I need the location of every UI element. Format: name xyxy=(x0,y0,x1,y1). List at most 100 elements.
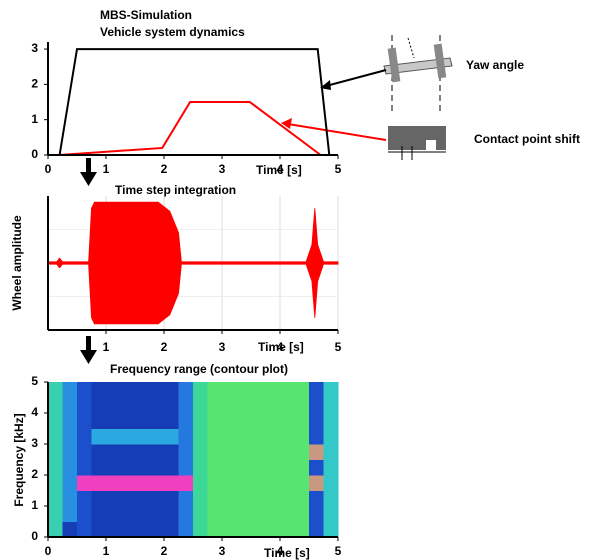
heat-cell xyxy=(222,459,237,476)
y-axis-label: Frequency [kHz] xyxy=(12,413,26,506)
heat-cell xyxy=(265,475,281,491)
heat-cell xyxy=(193,444,208,460)
heat-cell xyxy=(309,397,324,414)
heat-cell xyxy=(236,382,252,398)
heat-cell xyxy=(207,428,223,445)
chart-title: Frequency range (contour plot) xyxy=(110,362,288,376)
heat-cell xyxy=(265,459,281,476)
heat-cell xyxy=(265,444,281,460)
heat-cell xyxy=(106,397,121,414)
amplitude-envelope xyxy=(47,201,339,325)
heat-cell xyxy=(294,490,310,507)
heat-cell xyxy=(164,397,179,414)
heat-cell xyxy=(164,506,179,522)
heat-cell xyxy=(149,382,165,398)
heat-cell xyxy=(222,490,237,507)
heat-cell xyxy=(294,521,310,538)
heat-cell xyxy=(309,413,324,429)
heat-cell xyxy=(294,397,310,414)
heat-cell xyxy=(106,475,121,491)
heat-cell xyxy=(77,521,92,538)
x-tick-label: 1 xyxy=(103,544,110,558)
heat-cell xyxy=(106,444,121,460)
heat-cell xyxy=(193,397,208,414)
heat-cell xyxy=(91,521,107,538)
heat-cell xyxy=(106,506,121,522)
heat-cell xyxy=(207,459,223,476)
chart-heatmap: 0 1 2 3 4 5 0 1 2 3 4 5 Frequency range (contour plo… xyxy=(12,362,341,560)
heat-cell xyxy=(207,506,223,522)
y-tick-label: 2 xyxy=(31,77,38,91)
x-tick-label: 2 xyxy=(161,162,168,176)
heat-cell xyxy=(222,382,237,398)
heat-cell xyxy=(207,397,223,414)
heat-cell xyxy=(120,506,136,522)
heat-cell xyxy=(236,413,252,429)
heat-cell xyxy=(135,490,150,507)
y-tick-label: 4 xyxy=(31,405,38,419)
line-series xyxy=(58,48,331,156)
heat-cell xyxy=(62,475,78,491)
heat-cell xyxy=(149,475,165,491)
heat-cell xyxy=(309,382,324,398)
heat-cell xyxy=(77,397,92,414)
heat-cell xyxy=(91,475,107,491)
heat-cell xyxy=(280,428,295,445)
heat-cell xyxy=(251,382,266,398)
heat-cell xyxy=(236,397,252,414)
x-tick-label: 0 xyxy=(45,162,52,176)
heat-cell xyxy=(91,382,107,398)
heat-cell xyxy=(294,506,310,522)
heat-cell xyxy=(62,521,78,538)
heat-cell xyxy=(207,444,223,460)
y-tick-label: 3 xyxy=(31,436,38,450)
heat-cell xyxy=(77,444,92,460)
heat-cell xyxy=(135,397,150,414)
heat-cell xyxy=(207,475,223,491)
y-tick-label: 0 xyxy=(31,147,38,161)
heat-cell xyxy=(236,459,252,476)
annotation-arrows xyxy=(281,69,387,141)
heat-cell xyxy=(251,490,266,507)
heat-cell xyxy=(106,490,121,507)
heat-cell xyxy=(251,459,266,476)
heat-cell xyxy=(323,459,339,476)
heat-cell xyxy=(106,459,121,476)
heat-cell xyxy=(62,444,78,460)
heat-cell xyxy=(251,397,266,414)
heat-cell xyxy=(120,475,136,491)
heat-cell xyxy=(193,490,208,507)
heat-cell xyxy=(164,475,179,491)
heat-cell xyxy=(251,521,266,538)
heat-cell xyxy=(294,428,310,445)
heat-cell xyxy=(106,521,121,538)
heat-cell xyxy=(323,382,339,398)
heat-cell xyxy=(48,397,63,414)
y-tick-label: 1 xyxy=(31,498,38,512)
heat-cell xyxy=(164,521,179,538)
heat-cell xyxy=(120,490,136,507)
heat-cell xyxy=(222,397,237,414)
heat-cell xyxy=(91,413,107,429)
heat-cell xyxy=(91,397,107,414)
heat-cell xyxy=(149,444,165,460)
x-tick-label: 2 xyxy=(161,544,168,558)
heat-cell xyxy=(77,506,92,522)
heat-cell xyxy=(309,490,324,507)
heat-cell xyxy=(265,413,281,429)
heat-cell xyxy=(77,413,92,429)
heat-cell xyxy=(149,490,165,507)
heat-cell xyxy=(280,521,295,538)
heat-cell xyxy=(280,382,295,398)
heat-cell xyxy=(265,397,281,414)
heat-cell xyxy=(236,521,252,538)
x-tick-label: 3 xyxy=(219,340,226,354)
heat-cell xyxy=(265,428,281,445)
chart-subtitle: Vehicle system dynamics xyxy=(100,25,245,39)
x-tick-label: 3 xyxy=(219,162,226,176)
heat-cell xyxy=(135,506,150,522)
x-tick-label: 4 xyxy=(277,162,284,176)
heat-cell xyxy=(193,413,208,429)
heat-cell xyxy=(294,444,310,460)
heat-cell xyxy=(62,506,78,522)
